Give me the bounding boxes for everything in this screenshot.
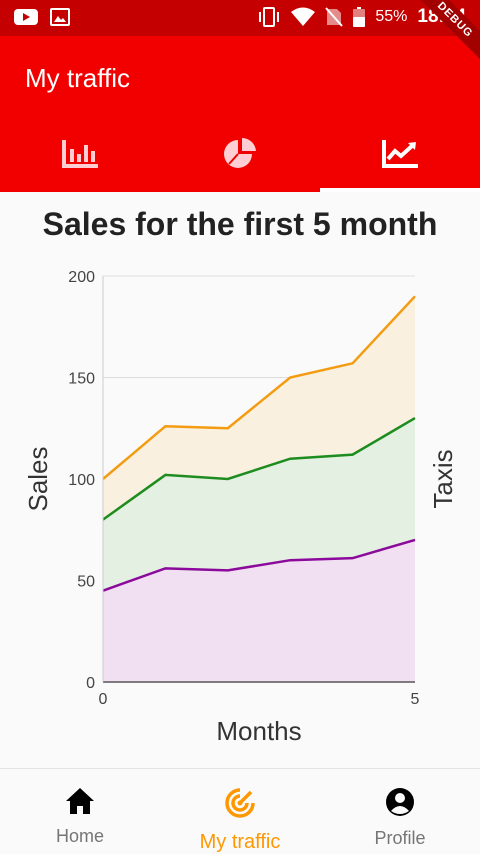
battery-percent: 55%: [375, 8, 408, 25]
status-bar: 55% 18:04: [0, 0, 480, 36]
series-2-area: [103, 539, 415, 682]
x-axis-title: Months: [216, 716, 301, 746]
y2-axis-title: Taxis: [428, 449, 458, 508]
series-1-line: [102, 417, 416, 521]
profile-icon: [385, 787, 415, 822]
nav-my-traffic-label: My traffic: [199, 831, 281, 853]
tab-line-chart[interactable]: [320, 120, 480, 192]
chart-title: Sales for the first 5 month: [42, 206, 438, 242]
home-icon: [65, 787, 95, 820]
youtube-icon: [14, 8, 38, 26]
nav-profile[interactable]: Profile: [320, 769, 480, 854]
series-2-line: [102, 538, 416, 592]
y-tick-label: 200: [68, 269, 95, 286]
line-chart-icon: [381, 139, 419, 174]
no-sim-icon: [325, 7, 344, 27]
nav-home[interactable]: Home: [0, 769, 160, 854]
image-icon: [50, 8, 70, 26]
y-tick-label: 150: [68, 371, 95, 388]
chart-panel: Sales for the first 5 month 0 50 100 150 200…: [0, 192, 480, 768]
sales-area-chart: 0 50 100 150 200 0 5 Months Sales Taxis: [23, 269, 458, 746]
chart-tabs: [0, 120, 480, 192]
nav-profile-label: Profile: [374, 828, 426, 848]
bottom-navigation: Home My traffic Profile: [0, 768, 480, 854]
vibrate-icon: [257, 7, 281, 27]
tab-bar-chart[interactable]: [0, 120, 160, 192]
y-tick-label: 0: [86, 675, 95, 692]
y-tick-label: 50: [77, 574, 95, 591]
tab-pie-chart[interactable]: [160, 120, 320, 192]
page-title: My traffic: [25, 63, 130, 93]
pie-chart-icon: [221, 137, 259, 176]
x-tick-label: 0: [99, 691, 108, 708]
series-0-line: [102, 295, 416, 480]
y-tick-label: 100: [68, 472, 95, 489]
traffic-radar-icon: [224, 787, 256, 825]
wifi-icon: [291, 7, 316, 27]
x-tick-label: 5: [411, 691, 420, 708]
battery-icon: [353, 7, 366, 27]
bar-chart-icon: [61, 139, 99, 174]
nav-my-traffic[interactable]: My traffic: [160, 769, 320, 854]
y-axis-title: Sales: [23, 446, 53, 511]
nav-home-label: Home: [55, 826, 104, 846]
app-bar: My traffic: [0, 36, 480, 192]
